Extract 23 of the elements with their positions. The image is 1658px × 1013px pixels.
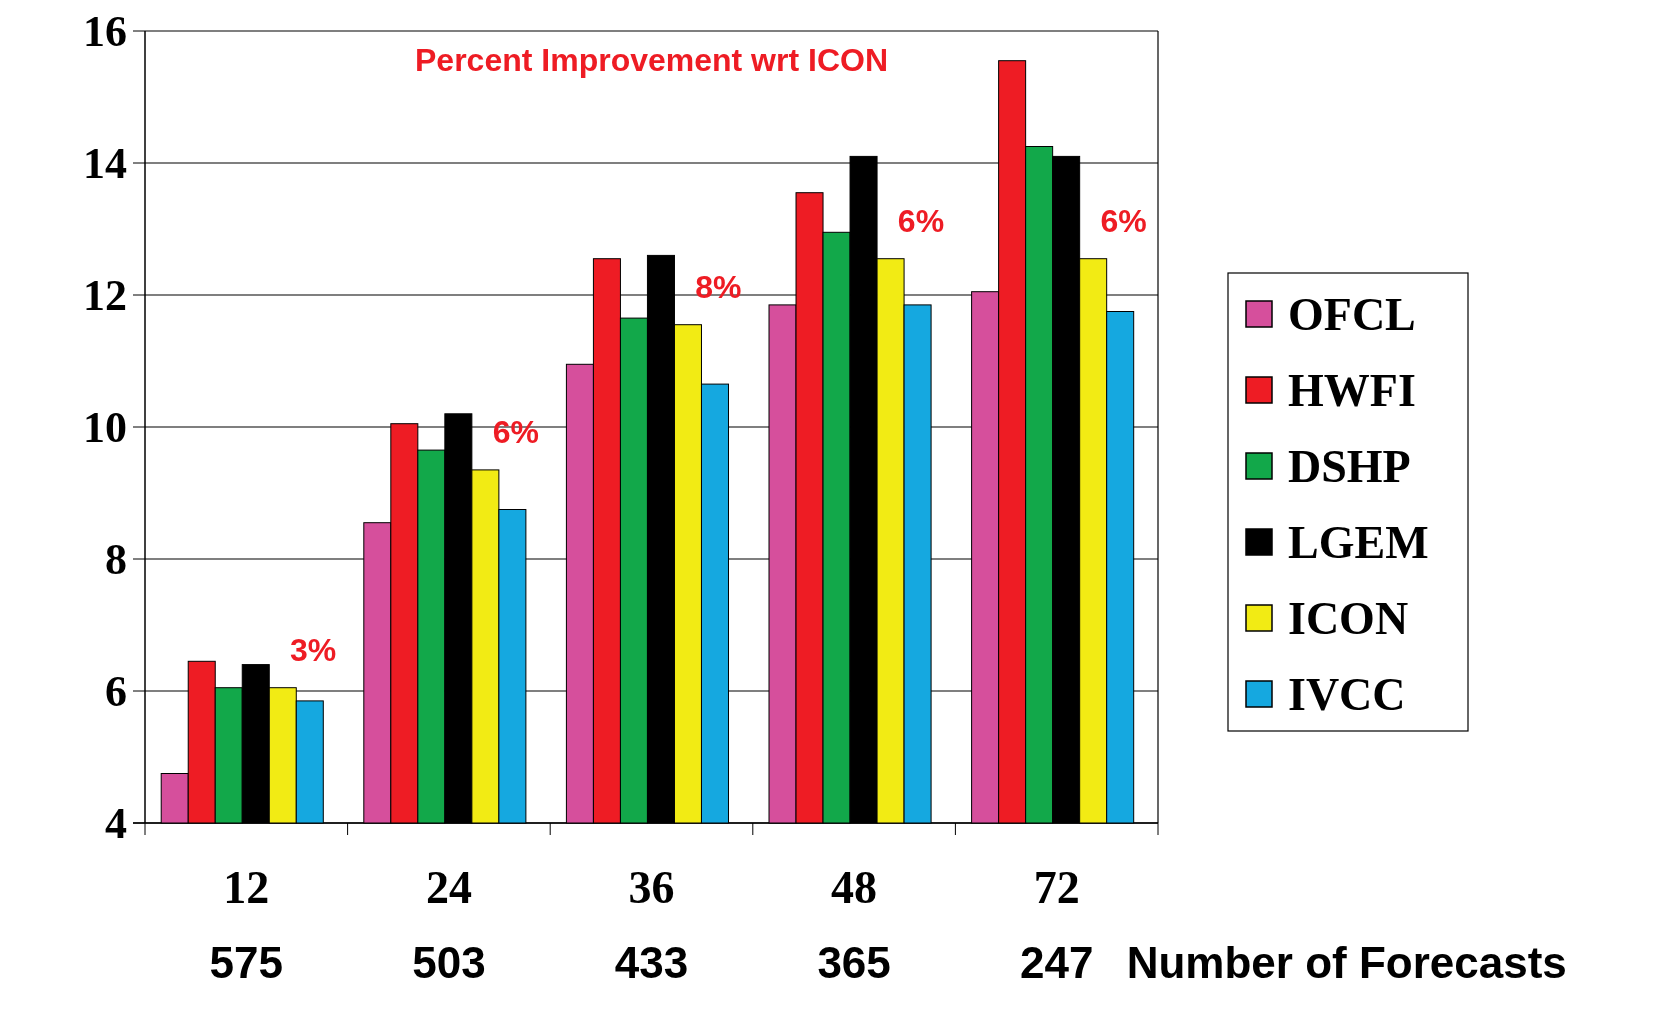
legend-label: OFCL xyxy=(1288,289,1416,341)
x-tick-label: 36 433 xyxy=(614,862,689,987)
y-tick-label: 10 xyxy=(83,403,127,453)
x-tick-label: 72 247 xyxy=(1019,862,1094,987)
y-tick-label: 14 xyxy=(83,139,127,189)
y-tick-label: 12 xyxy=(83,271,127,321)
annotation: 6% xyxy=(1100,202,1147,239)
x-tick-label: 48 365 xyxy=(817,862,891,987)
y-tick-label: 16 xyxy=(83,7,127,57)
x-tick-label: 24 503 xyxy=(412,862,486,987)
legend-label: DSHP xyxy=(1288,441,1411,493)
x-tick-label: 12 575 xyxy=(209,862,284,987)
x-axis-title: Number of Forecasts xyxy=(1126,938,1567,987)
legend-label: ICON xyxy=(1288,593,1409,645)
y-tick-label: 8 xyxy=(105,535,127,585)
legend-label: LGEM xyxy=(1288,517,1429,569)
y-tick-label: 4 xyxy=(105,799,127,849)
legend-label: HWFI xyxy=(1288,365,1416,417)
y-tick-label: 6 xyxy=(105,667,127,717)
annotation: Percent Improvement wrt ICON xyxy=(415,42,888,78)
annotation: 3% xyxy=(290,631,337,668)
annotation: 6% xyxy=(897,202,945,239)
legend-label: IVCC xyxy=(1288,669,1406,721)
